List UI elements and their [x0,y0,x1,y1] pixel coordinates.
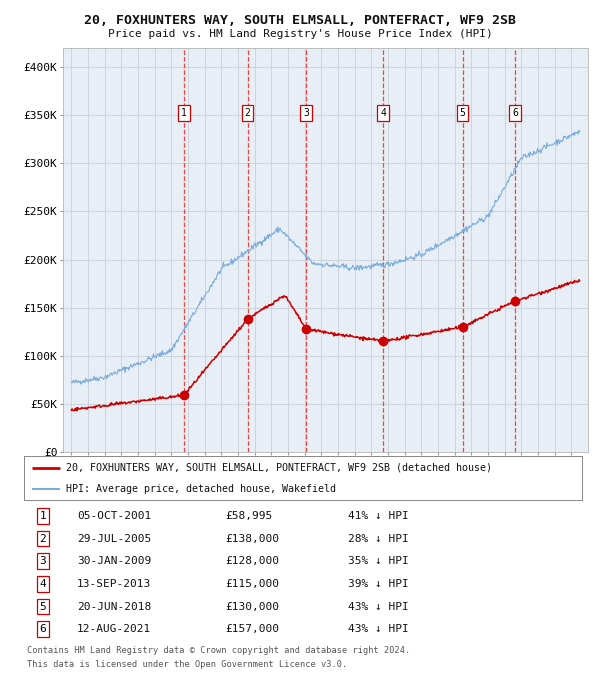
Text: 2: 2 [245,108,250,118]
Text: £128,000: £128,000 [225,556,279,566]
Text: 28% ↓ HPI: 28% ↓ HPI [347,534,409,543]
Text: 20-JUN-2018: 20-JUN-2018 [77,602,151,611]
Text: 35% ↓ HPI: 35% ↓ HPI [347,556,409,566]
Text: 1: 1 [40,511,46,521]
Text: £157,000: £157,000 [225,624,279,634]
Text: 4: 4 [380,108,386,118]
Text: £130,000: £130,000 [225,602,279,611]
Text: £138,000: £138,000 [225,534,279,543]
Text: 13-SEP-2013: 13-SEP-2013 [77,579,151,589]
Text: 5: 5 [460,108,466,118]
Text: 20, FOXHUNTERS WAY, SOUTH ELMSALL, PONTEFRACT, WF9 2SB (detached house): 20, FOXHUNTERS WAY, SOUTH ELMSALL, PONTE… [66,462,492,473]
Text: 3: 3 [40,556,46,566]
Text: 12-AUG-2021: 12-AUG-2021 [77,624,151,634]
Text: 6: 6 [512,108,518,118]
Text: 43% ↓ HPI: 43% ↓ HPI [347,624,409,634]
Text: This data is licensed under the Open Government Licence v3.0.: This data is licensed under the Open Gov… [27,660,347,668]
Text: 3: 3 [303,108,309,118]
Text: 1: 1 [181,108,187,118]
Text: Price paid vs. HM Land Registry's House Price Index (HPI): Price paid vs. HM Land Registry's House … [107,29,493,39]
Text: 39% ↓ HPI: 39% ↓ HPI [347,579,409,589]
Text: HPI: Average price, detached house, Wakefield: HPI: Average price, detached house, Wake… [66,483,336,494]
Text: 43% ↓ HPI: 43% ↓ HPI [347,602,409,611]
Text: 30-JAN-2009: 30-JAN-2009 [77,556,151,566]
Text: 41% ↓ HPI: 41% ↓ HPI [347,511,409,521]
Text: 05-OCT-2001: 05-OCT-2001 [77,511,151,521]
Text: £115,000: £115,000 [225,579,279,589]
Text: 5: 5 [40,602,46,611]
Text: 2: 2 [40,534,46,543]
Text: 4: 4 [40,579,46,589]
Text: Contains HM Land Registry data © Crown copyright and database right 2024.: Contains HM Land Registry data © Crown c… [27,646,410,655]
Text: 20, FOXHUNTERS WAY, SOUTH ELMSALL, PONTEFRACT, WF9 2SB: 20, FOXHUNTERS WAY, SOUTH ELMSALL, PONTE… [84,14,516,27]
Text: 6: 6 [40,624,46,634]
Text: £58,995: £58,995 [225,511,272,521]
Text: 29-JUL-2005: 29-JUL-2005 [77,534,151,543]
